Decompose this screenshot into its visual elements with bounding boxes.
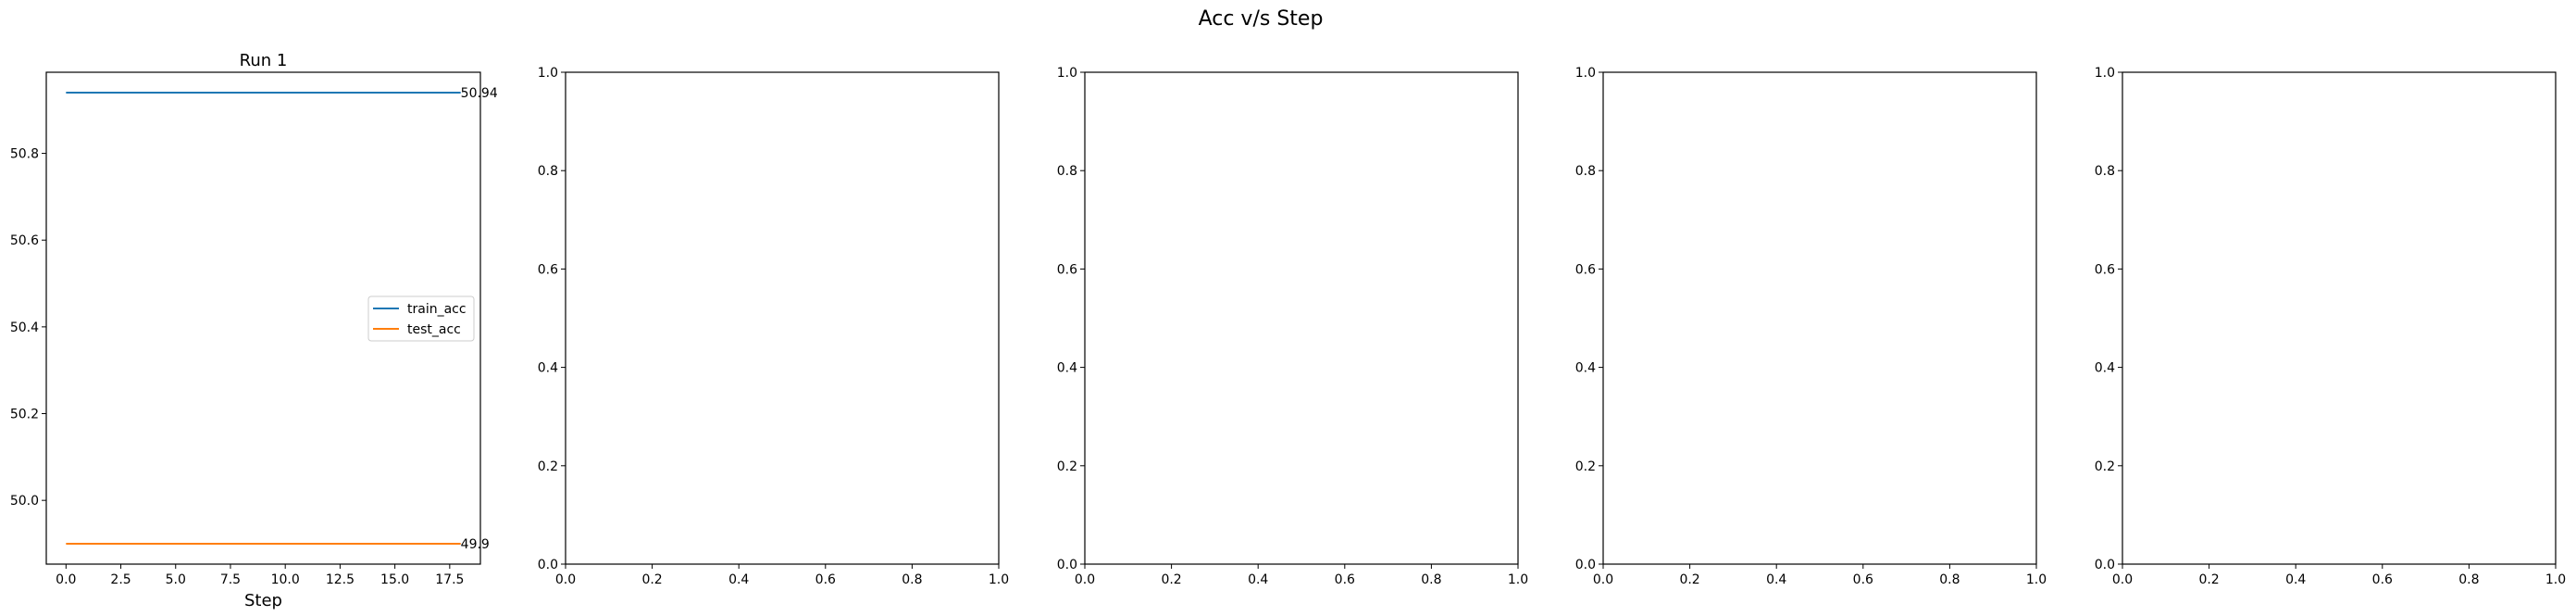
x-tick-label: 12.5 <box>326 572 355 587</box>
y-tick-label: 50.6 <box>10 233 39 248</box>
x-tick-label: 0.4 <box>1766 572 1786 587</box>
x-tick-label: 1.0 <box>2026 572 2047 587</box>
chart-panel-1: 50.94 49.9 0.0 2.5 5.0 7.5 10.0 12.5 15.0 17.5 50.… <box>10 51 498 610</box>
x-tick-label: 1.0 <box>1508 572 1528 587</box>
y-tick-label: 1.0 <box>1057 66 1077 81</box>
x-tick-label: 0.6 <box>1335 572 1355 587</box>
x-tick-label: 0.2 <box>2198 572 2219 587</box>
x-tick-label: 0.0 <box>1075 572 1095 587</box>
x-tick-label: 1.0 <box>2545 572 2566 587</box>
legend-label-test_acc: test_acc <box>407 322 461 337</box>
x-tick-label: 0.6 <box>815 572 836 587</box>
axes-frame <box>1084 71 1519 565</box>
y-tick-label: 0.4 <box>2095 361 2115 376</box>
panel-title: Run 1 <box>240 51 288 70</box>
y-tick-label: 0.0 <box>2095 558 2115 572</box>
y-tick-label: 1.0 <box>2095 66 2115 81</box>
y-tick-label: 0.8 <box>1575 164 1596 179</box>
x-tick-label: 0.4 <box>728 572 749 587</box>
chart-panel-2: 0.0 0.2 0.4 0.6 0.8 1.0 0.0 0.2 0.4 0.6 0.8 1.0 <box>538 66 1009 587</box>
y-tick-label: 0.8 <box>1057 164 1077 179</box>
x-tick-label: 0.8 <box>1421 572 1441 587</box>
y-tick-label: 0.4 <box>1575 361 1596 376</box>
axes-frame <box>1602 71 2037 565</box>
x-tick-label: 10.0 <box>271 572 300 587</box>
y-tick-label: 50.4 <box>10 321 39 335</box>
y-tick-label: 0.2 <box>1575 459 1596 474</box>
x-tick-label: 0.8 <box>1939 572 1960 587</box>
x-tick-label: 0.2 <box>1161 572 1181 587</box>
figure-title: Acc v/s Step <box>1199 7 1324 31</box>
y-tick-label: 0.2 <box>1057 459 1077 474</box>
y-tick-label: 50.8 <box>10 147 39 162</box>
x-tick-label: 0.2 <box>641 572 662 587</box>
x-tick-label: 7.5 <box>220 572 241 587</box>
x-tick-label: 0.4 <box>1248 572 1268 587</box>
y-tick-label: 50.0 <box>10 494 39 509</box>
legend: train_acc test_acc <box>367 295 475 342</box>
chart-panel-5: 0.0 0.2 0.4 0.6 0.8 1.0 0.0 0.2 0.4 0.6 0.8 1.0 <box>2095 66 2566 587</box>
x-tick-label: 0.8 <box>902 572 922 587</box>
y-tick-label: 0.6 <box>2095 262 2115 277</box>
x-tick-label: 0.6 <box>2372 572 2393 587</box>
x-tick-label: 1.0 <box>989 572 1009 587</box>
chart-panel-4: 0.0 0.2 0.4 0.6 0.8 1.0 0.0 0.2 0.4 0.6 0.8 1.0 <box>1575 66 2047 587</box>
x-tick-label: 0.0 <box>555 572 576 587</box>
x-tick-label: 0.4 <box>2285 572 2306 587</box>
y-tick-label: 0.6 <box>538 262 558 277</box>
x-tick-label: 2.5 <box>110 572 131 587</box>
x-tick-label: 0.6 <box>1853 572 1873 587</box>
x-tick-label: 0.0 <box>56 572 76 587</box>
y-tick-label: 0.0 <box>538 558 558 572</box>
y-tick-label: 0.8 <box>538 164 558 179</box>
x-tick-label: 0.0 <box>1593 572 1613 587</box>
data-label-test_acc: 49.9 <box>461 537 490 552</box>
y-tick-label: 1.0 <box>1575 66 1596 81</box>
x-tick-label: 15.0 <box>380 572 409 587</box>
y-tick-label: 1.0 <box>538 66 558 81</box>
y-tick-label: 0.4 <box>1057 361 1077 376</box>
chart-panel-3: 0.0 0.2 0.4 0.6 0.8 1.0 0.0 0.2 0.4 0.6 0.8 1.0 <box>1057 66 1528 587</box>
axes-frame <box>45 71 481 565</box>
y-tick-label: 0.8 <box>2095 164 2115 179</box>
x-tick-label: 17.5 <box>435 572 464 587</box>
y-tick-label: 0.2 <box>2095 459 2115 474</box>
data-label-train_acc: 50.94 <box>461 86 498 101</box>
x-tick-label: 0.2 <box>1679 572 1699 587</box>
y-tick-label: 0.4 <box>538 361 558 376</box>
y-tick-label: 0.0 <box>1057 558 1077 572</box>
x-axis-label: Step <box>244 591 282 610</box>
x-tick-label: 5.0 <box>166 572 186 587</box>
y-tick-label: 0.0 <box>1575 558 1596 572</box>
x-tick-label: 0.8 <box>2458 572 2479 587</box>
axes-frame <box>565 71 1000 565</box>
x-tick-label: 0.0 <box>2112 572 2133 587</box>
axes-frame <box>2122 71 2557 565</box>
y-tick-label: 0.6 <box>1057 262 1077 277</box>
y-tick-label: 0.6 <box>1575 262 1596 277</box>
y-tick-label: 0.2 <box>538 459 558 474</box>
y-tick-label: 50.2 <box>10 408 39 422</box>
legend-label-train_acc: train_acc <box>407 302 467 317</box>
